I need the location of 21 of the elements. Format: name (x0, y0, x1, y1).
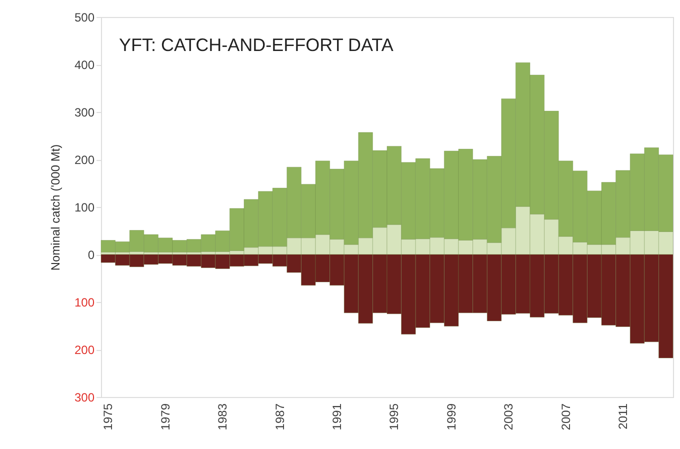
y-tick-label: 300 (74, 390, 95, 404)
x-tick-label: 2003 (502, 403, 516, 430)
y-tick-label: 300 (74, 106, 95, 120)
x-tick-label: 1983 (216, 403, 230, 430)
x-tick-label: 2011 (616, 403, 630, 430)
y-tick-label: 100 (74, 296, 95, 310)
y-axis-title: Nominal catch ('000 Mt) (48, 144, 62, 271)
y-tick-label: 100 (74, 200, 95, 214)
x-tick-label: 1991 (330, 403, 344, 430)
x-tick-label: 1975 (101, 403, 116, 430)
x-tick-label: 1987 (272, 403, 287, 430)
y-tick-label: 500 (74, 10, 95, 24)
x-tick-label: 1999 (444, 403, 458, 430)
y-tick-label: 0 (88, 248, 95, 262)
x-tick-label: 1979 (158, 403, 172, 430)
y-tick-label: 200 (74, 153, 95, 167)
x-tick-label: 2007 (558, 403, 573, 430)
y-tick-label: 400 (74, 58, 95, 72)
x-tick-label: 1995 (387, 403, 402, 430)
text: YFT: CATCH-AND-EFFORT DATA (119, 35, 394, 55)
y-tick-label: 200 (74, 343, 95, 357)
